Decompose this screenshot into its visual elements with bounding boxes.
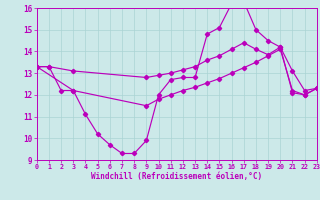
X-axis label: Windchill (Refroidissement éolien,°C): Windchill (Refroidissement éolien,°C) bbox=[91, 172, 262, 181]
